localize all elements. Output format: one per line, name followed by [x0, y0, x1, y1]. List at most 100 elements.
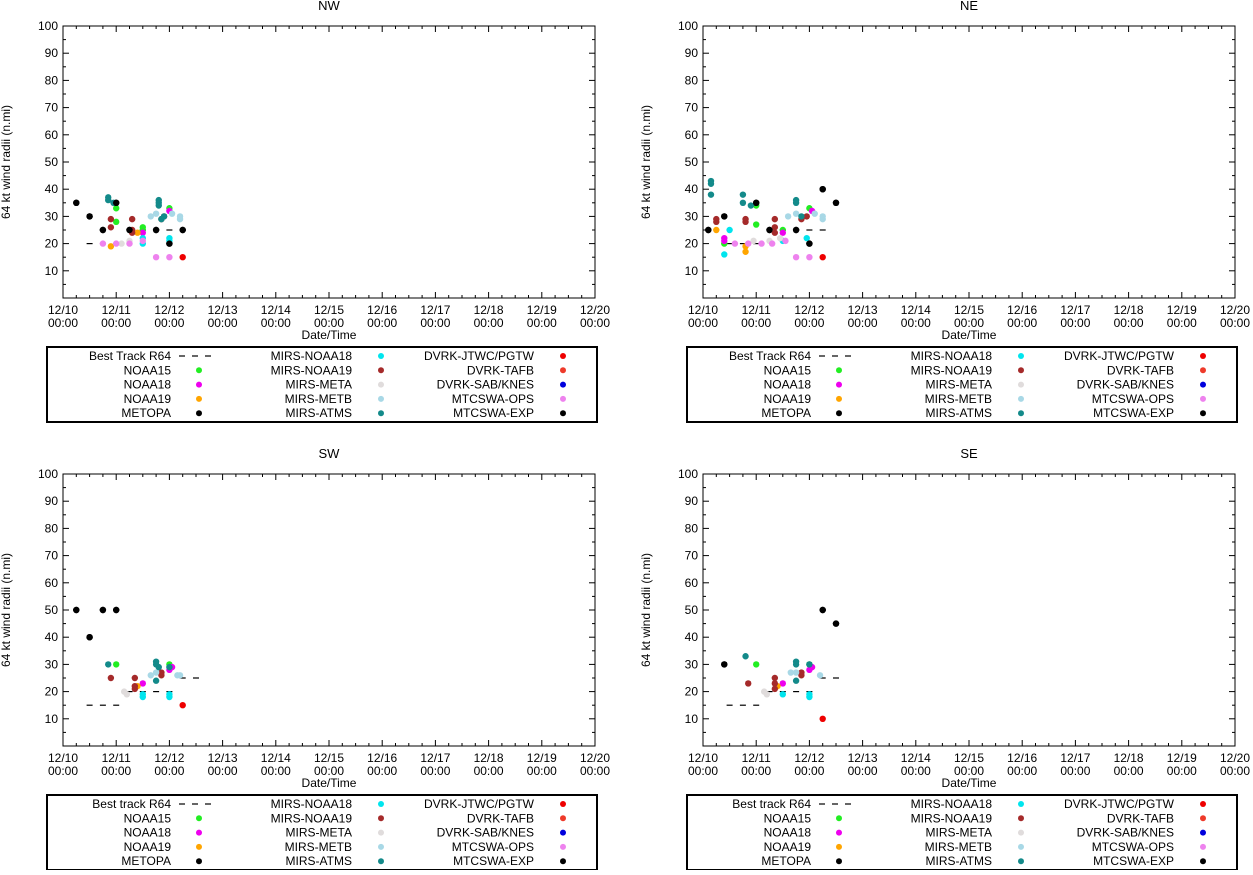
x-tick-label-date: 12/20 — [1220, 751, 1250, 765]
legend-label: DVRK-JTWC/PGTW — [1064, 797, 1175, 811]
point-mirs-atms — [792, 677, 800, 684]
point-dvrk-jtwc-pgtw — [819, 715, 826, 722]
point-noaa15 — [139, 224, 146, 231]
y-tick-label: 30 — [45, 209, 59, 223]
point-mirs-noaa18 — [721, 251, 728, 258]
point-mtcswa-exp — [832, 620, 840, 627]
point-mtcswa-ops — [152, 254, 160, 261]
y-tick-label: 80 — [45, 73, 59, 87]
legend-label: NOAA15 — [124, 363, 172, 377]
legend-marker — [1018, 829, 1024, 836]
x-tick-label-date: 12/16 — [367, 303, 397, 317]
point-noaa19 — [742, 248, 749, 255]
legend-marker — [1200, 801, 1206, 807]
x-tick-label-time: 00:00 — [314, 316, 344, 330]
legend-marker — [196, 367, 202, 374]
plot-frame — [702, 25, 1236, 299]
legend-marker — [836, 843, 842, 850]
point-mirs-noaa19 — [131, 674, 139, 682]
legend-label: NOAA19 — [124, 392, 172, 406]
legend-label: MIRS-NOAA18 — [271, 349, 353, 363]
x-tick-label-date: 12/19 — [1167, 303, 1197, 317]
x-axis-label: Date/Time — [942, 328, 997, 342]
y-tick-label: 10 — [45, 264, 59, 278]
x-tick-label-time: 00:00 — [474, 764, 504, 778]
x-tick-label-time: 00:00 — [954, 764, 984, 778]
y-tick-label: 90 — [685, 46, 699, 60]
legend-marker — [1200, 843, 1206, 850]
y-tick-label: 60 — [45, 128, 59, 142]
point-mirs-atms — [742, 653, 749, 660]
legend-marker — [196, 843, 202, 850]
point-mirs-noaa19 — [107, 215, 115, 223]
legend-label: MTCSWA-EXP — [453, 854, 534, 868]
point-mirs-meta — [776, 234, 784, 242]
y-tick-label: 80 — [685, 73, 699, 87]
legend-marker — [560, 829, 566, 836]
point-mtcswa-exp — [766, 226, 773, 234]
x-tick-label-time: 00:00 — [688, 764, 718, 778]
legend-marker — [378, 367, 384, 374]
x-tick-label-time: 00:00 — [367, 316, 397, 330]
legend-marker — [836, 381, 842, 388]
legend-marker — [378, 410, 384, 417]
x-tick-label-time: 00:00 — [208, 764, 238, 778]
x-tick-label-time: 00:00 — [848, 316, 878, 330]
legend-marker — [1200, 381, 1206, 388]
point-mtcswa-ops — [99, 240, 107, 247]
x-tick-label-date: 12/14 — [901, 751, 931, 765]
legend-label: METOPA — [761, 854, 811, 868]
legend-label: DVRK-SAB/KNES — [437, 378, 534, 392]
x-tick-label-time: 00:00 — [1007, 316, 1037, 330]
legend-label: METOPA — [121, 406, 171, 420]
legend-marker — [1018, 367, 1024, 374]
point-mirs-atms — [792, 199, 800, 206]
x-tick-label-time: 00:00 — [261, 316, 291, 330]
legend-marker — [1200, 353, 1206, 359]
x-tick-label-date: 12/11 — [102, 303, 131, 317]
y-tick-label: 70 — [685, 549, 699, 563]
legend-label: NOAA18 — [124, 826, 172, 840]
legend-marker — [836, 858, 842, 865]
y-tick-label: 40 — [685, 182, 699, 196]
plot-frame — [702, 473, 1236, 747]
y-tick-label: 20 — [45, 685, 59, 699]
x-tick-label-date: 12/13 — [848, 751, 878, 765]
legend-label: MIRS-ATMS — [926, 406, 992, 420]
x-tick-label-time: 00:00 — [848, 764, 878, 778]
point-mirs-noaa18 — [726, 226, 733, 234]
x-axis-label: Date/Time — [302, 328, 357, 342]
point-mirs-metb — [168, 210, 176, 217]
y-tick-label: 80 — [685, 521, 699, 535]
legend-marker — [196, 815, 202, 822]
point-mtcswa-ops — [745, 240, 752, 247]
point-noaa15 — [753, 221, 760, 228]
legend-marker — [1018, 815, 1024, 822]
x-tick-label-time: 00:00 — [101, 764, 131, 778]
point-mtcswa-exp — [152, 226, 160, 234]
legend-label: MIRS-META — [926, 378, 992, 392]
point-mtcswa-exp — [99, 606, 107, 614]
point-mtcswa-exp — [792, 226, 800, 234]
x-tick-label-date: 12/19 — [1167, 751, 1197, 765]
x-tick-label-time: 00:00 — [48, 316, 78, 330]
point-mirs-noaa18 — [806, 693, 813, 701]
point-mtcswa-exp — [819, 606, 826, 614]
point-noaa15 — [753, 661, 760, 668]
legend-label: DVRK-SAB/KNES — [1077, 826, 1174, 840]
legend-label: METOPA — [121, 854, 171, 868]
x-tick-label-date: 12/20 — [1220, 303, 1250, 317]
point-mtcswa-ops — [731, 240, 739, 247]
y-tick-label: 40 — [685, 630, 699, 644]
point-mtcswa-exp — [721, 661, 728, 668]
legend-label: DVRK-SAB/KNES — [1077, 378, 1174, 392]
legend-label: NOAA18 — [124, 378, 172, 392]
x-tick-label-date: 12/13 — [208, 303, 238, 317]
legend-label: MIRS-NOAA19 — [911, 811, 993, 825]
point-mtcswa-exp — [126, 226, 133, 234]
x-tick-label-time: 00:00 — [954, 316, 984, 330]
point-noaa18 — [779, 680, 786, 687]
y-tick-label: 60 — [685, 128, 699, 142]
legend-label: MIRS-NOAA19 — [911, 363, 993, 377]
